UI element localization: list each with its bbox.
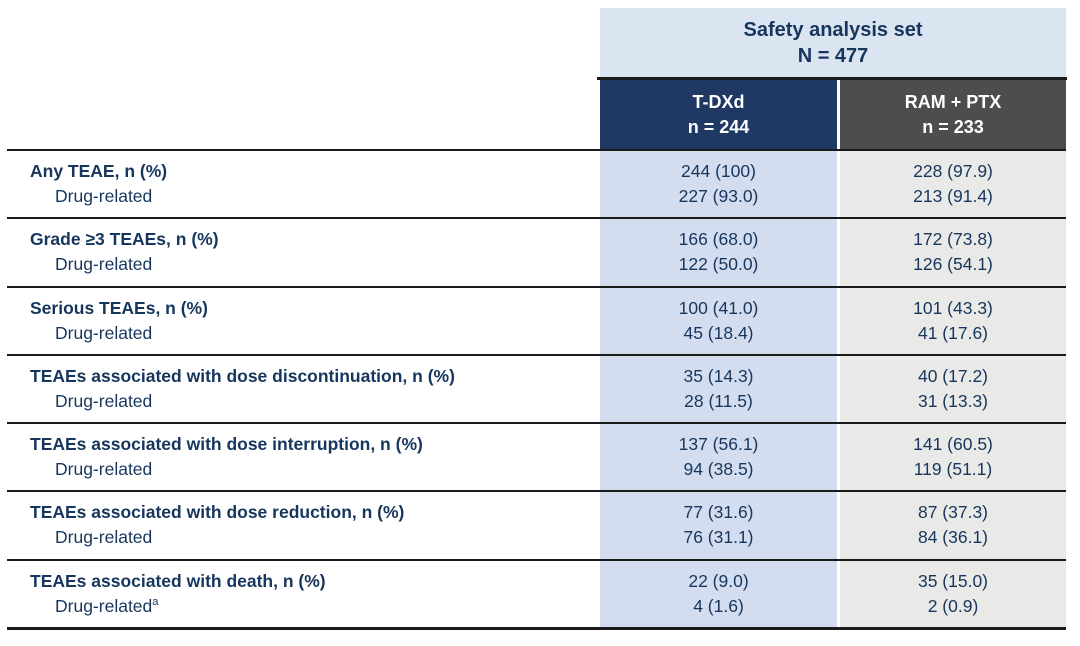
- cell-ram-ptx: 35 (15.0) 2 (0.9): [840, 569, 1066, 627]
- cell-tdxd-drug-related: 76 (31.1): [683, 527, 754, 548]
- spanning-header-n: N = 477: [797, 44, 869, 67]
- cell-ram-drug-related: 126 (54.1): [913, 254, 993, 275]
- cell-ram-drug-related: 31 (13.3): [917, 390, 989, 411]
- table-row-group: TEAEs associated with death, n (%) Drug-…: [7, 561, 1066, 630]
- cell-tdxd: 35 (14.3) 28 (11.5): [600, 364, 837, 422]
- row-label: TEAEs associated with dose discontinuati…: [30, 365, 455, 386]
- table-row-group: Grade ≥3 TEAEs, n (%) Drug-related 166 (…: [7, 219, 1066, 288]
- row-sublabel-drug-related: Drug-relateda: [30, 594, 600, 619]
- row-label: TEAEs associated with death, n (%): [30, 570, 326, 591]
- row-sublabel-text: Drug-related: [55, 390, 153, 411]
- cell-ram-main: 35 (15.0): [917, 570, 989, 591]
- row-sublabel-drug-related: Drug-related: [30, 321, 600, 346]
- cell-tdxd-main: 166 (68.0): [678, 229, 759, 250]
- cell-tdxd-drug-related: 122 (50.0): [678, 254, 759, 275]
- cell-tdxd-drug-related: 4 (1.6): [693, 595, 744, 616]
- row-label-cell: TEAEs associated with dose discontinuati…: [7, 364, 600, 422]
- cell-ram-ptx: 228 (97.9) 213 (91.4): [840, 159, 1066, 217]
- cell-tdxd: 166 (68.0) 122 (50.0): [600, 227, 837, 285]
- cell-ram-main: 228 (97.9): [913, 161, 993, 181]
- footnote-marker: a: [152, 595, 159, 608]
- row-sublabel-drug-related: Drug-related: [30, 184, 600, 209]
- table-body: Any TEAE, n (%) Drug-related 244 (100) 2…: [7, 149, 1066, 630]
- cell-tdxd-drug-related: 28 (11.5): [684, 390, 753, 411]
- cell-tdxd: 244 (100) 227 (93.0): [600, 159, 837, 217]
- row-sublabel-drug-related: Drug-related: [30, 389, 600, 414]
- cell-tdxd-main: 244 (100): [681, 161, 756, 181]
- row-label-cell: Any TEAE, n (%) Drug-related: [7, 159, 600, 217]
- column-header-ram-ptx: RAM + PTX n = 233: [840, 80, 1066, 149]
- row-label: TEAEs associated with dose interruption,…: [30, 434, 423, 455]
- table-row-group: Any TEAE, n (%) Drug-related 244 (100) 2…: [7, 151, 1066, 220]
- row-sublabel-text: Drug-related: [55, 254, 153, 275]
- cell-ram-main: 40 (17.2): [917, 365, 989, 386]
- cell-ram-ptx: 101 (43.3) 41 (17.6): [840, 296, 1066, 354]
- table-row-group: TEAEs associated with dose discontinuati…: [7, 356, 1066, 425]
- row-label-cell: Grade ≥3 TEAEs, n (%) Drug-related: [7, 227, 600, 285]
- column-n: n = 244: [687, 116, 750, 137]
- cell-ram-drug-related: 2 (0.9): [927, 595, 979, 616]
- column-header-tdxd: T-DXd n = 244: [600, 80, 837, 149]
- cell-tdxd-main: 100 (41.0): [678, 297, 759, 318]
- tdxd-column-background: [600, 149, 837, 630]
- table-row-group: TEAEs associated with dose reduction, n …: [7, 492, 1066, 561]
- ram-ptx-column-background: [840, 149, 1066, 630]
- cell-tdxd: 137 (56.1) 94 (38.5): [600, 432, 837, 490]
- cell-ram-ptx: 87 (37.3) 84 (36.1): [840, 500, 1066, 558]
- column-name: T-DXd: [692, 91, 745, 112]
- row-sublabel-drug-related: Drug-related: [30, 525, 600, 550]
- row-label: Any TEAE, n (%): [30, 161, 168, 181]
- row-label-cell: TEAEs associated with dose reduction, n …: [7, 500, 600, 558]
- table-row-group: Serious TEAEs, n (%) Drug-related 100 (4…: [7, 288, 1066, 356]
- row-label-cell: TEAEs associated with death, n (%) Drug-…: [7, 569, 600, 627]
- cell-ram-drug-related: 84 (36.1): [917, 527, 989, 548]
- row-label-cell: Serious TEAEs, n (%) Drug-related: [7, 296, 600, 354]
- cell-ram-drug-related: 41 (17.6): [917, 322, 989, 343]
- column-n: n = 233: [922, 116, 984, 137]
- row-sublabel-drug-related: Drug-related: [30, 457, 600, 482]
- row-label-cell: TEAEs associated with dose interruption,…: [7, 432, 600, 490]
- cell-tdxd-main: 77 (31.6): [683, 502, 754, 523]
- cell-ram-main: 87 (37.3): [917, 502, 989, 523]
- row-sublabel-text: Drug-related: [55, 595, 153, 616]
- column-name: RAM + PTX: [904, 91, 1002, 112]
- cell-tdxd-main: 137 (56.1): [678, 434, 759, 455]
- row-label: TEAEs associated with dose reduction, n …: [30, 502, 405, 523]
- row-sublabel-text: Drug-related: [55, 527, 153, 548]
- row-sublabel-text: Drug-related: [55, 186, 153, 206]
- cell-tdxd-main: 35 (14.3): [683, 365, 754, 386]
- cell-tdxd-main: 22 (9.0): [688, 570, 749, 591]
- cell-tdxd: 22 (9.0) 4 (1.6): [600, 569, 837, 627]
- row-sublabel-drug-related: Drug-related: [30, 252, 600, 277]
- cell-ram-drug-related: 119 (51.1): [913, 459, 993, 480]
- cell-tdxd: 77 (31.6) 76 (31.1): [600, 500, 837, 558]
- row-sublabel-text: Drug-related: [55, 322, 153, 343]
- cell-ram-ptx: 141 (60.5) 119 (51.1): [840, 432, 1066, 490]
- cell-ram-drug-related: 213 (91.4): [913, 186, 993, 206]
- cell-ram-ptx: 172 (73.8) 126 (54.1): [840, 227, 1066, 285]
- cell-tdxd-drug-related: 94 (38.5): [683, 459, 754, 480]
- cell-ram-main: 172 (73.8): [913, 229, 993, 250]
- spanning-header: Safety analysis set N = 477: [600, 8, 1066, 77]
- cell-ram-main: 101 (43.3): [913, 297, 993, 318]
- cell-ram-ptx: 40 (17.2) 31 (13.3): [840, 364, 1066, 422]
- cell-ram-main: 141 (60.5): [913, 434, 993, 455]
- row-label: Serious TEAEs, n (%): [30, 297, 208, 318]
- header-rule: [597, 77, 1067, 80]
- cell-tdxd: 100 (41.0) 45 (18.4): [600, 296, 837, 354]
- cell-tdxd-drug-related: 227 (93.0): [678, 186, 759, 206]
- cell-tdxd-drug-related: 45 (18.4): [683, 322, 754, 343]
- row-sublabel-text: Drug-related: [55, 459, 153, 480]
- spanning-header-title: Safety analysis set: [743, 18, 923, 41]
- table-row-group: TEAEs associated with dose interruption,…: [7, 424, 1066, 493]
- row-label: Grade ≥3 TEAEs, n (%): [30, 229, 219, 250]
